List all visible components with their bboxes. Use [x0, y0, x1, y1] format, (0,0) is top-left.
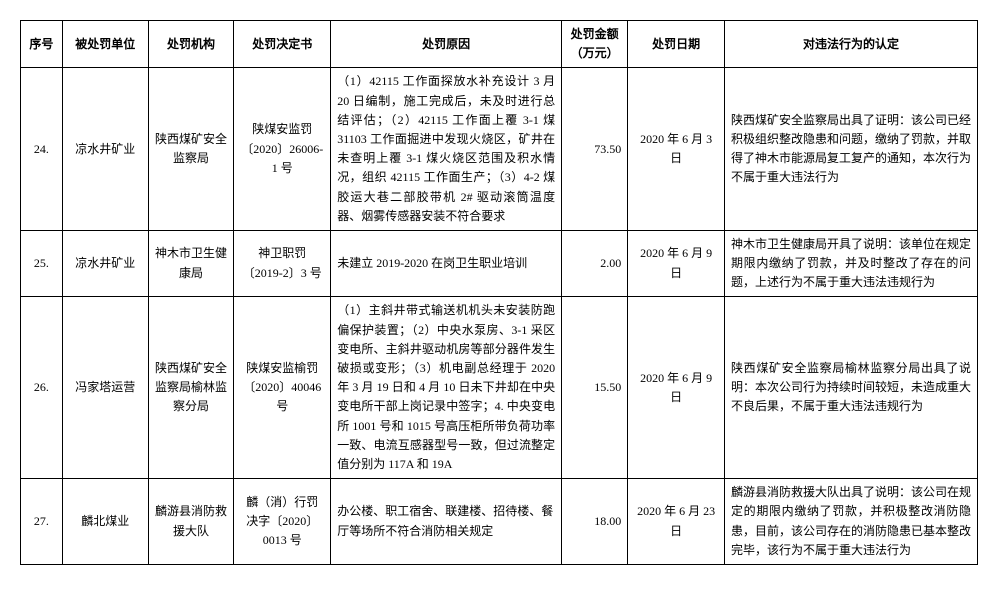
col-doc: 处罚决定书 [234, 21, 331, 68]
col-date: 处罚日期 [628, 21, 725, 68]
cell-org: 陕西煤矿安全监察局榆林监察分局 [148, 297, 234, 479]
cell-doc: 神卫职罚〔2019-2〕3 号 [234, 230, 331, 297]
cell-doc: 陕煤安监榆罚〔2020〕40046 号 [234, 297, 331, 479]
cell-unit: 凉水井矿业 [62, 230, 148, 297]
cell-amount: 2.00 [562, 230, 628, 297]
cell-doc: 陕煤安监罚〔2020〕26006-1 号 [234, 68, 331, 231]
col-reason: 处罚原因 [331, 21, 562, 68]
col-unit: 被处罚单位 [62, 21, 148, 68]
cell-amount: 18.00 [562, 479, 628, 565]
col-seq: 序号 [21, 21, 63, 68]
cell-reason: 未建立 2019-2020 在岗卫生职业培训 [331, 230, 562, 297]
table-body: 24. 凉水井矿业 陕西煤矿安全监察局 陕煤安监罚〔2020〕26006-1 号… [21, 68, 978, 565]
penalty-table: 序号 被处罚单位 处罚机构 处罚决定书 处罚原因 处罚金额（万元） 处罚日期 对… [20, 20, 978, 565]
cell-amount: 73.50 [562, 68, 628, 231]
table-row: 25. 凉水井矿业 神木市卫生健康局 神卫职罚〔2019-2〕3 号 未建立 2… [21, 230, 978, 297]
cell-amount: 15.50 [562, 297, 628, 479]
cell-org: 麟游县消防救援大队 [148, 479, 234, 565]
cell-unit: 凉水井矿业 [62, 68, 148, 231]
cell-unit: 冯家塔运营 [62, 297, 148, 479]
col-determ: 对违法行为的认定 [724, 21, 977, 68]
cell-reason: （1）主斜井带式输送机机头未安装防跑偏保护装置；（2）中央水泵房、3-1 采区变… [331, 297, 562, 479]
cell-reason: （1）42115 工作面探放水补充设计 3 月 20 日编制，施工完成后，未及时… [331, 68, 562, 231]
col-amount: 处罚金额（万元） [562, 21, 628, 68]
cell-date: 2020 年 6 月 3 日 [628, 68, 725, 231]
cell-seq: 27. [21, 479, 63, 565]
table-row: 27. 麟北煤业 麟游县消防救援大队 麟（消）行罚决字〔2020〕0013 号 … [21, 479, 978, 565]
cell-determ: 麟游县消防救援大队出具了说明：该公司在规定的期限内缴纳了罚款，并积极整改消防隐患… [724, 479, 977, 565]
cell-reason: 办公楼、职工宿舍、联建楼、招待楼、餐厅等场所不符合消防相关规定 [331, 479, 562, 565]
cell-determ: 神木市卫生健康局开具了说明：该单位在规定期限内缴纳了罚款，并及时整改了存在的问题… [724, 230, 977, 297]
table-header: 序号 被处罚单位 处罚机构 处罚决定书 处罚原因 处罚金额（万元） 处罚日期 对… [21, 21, 978, 68]
cell-determ: 陕西煤矿安全监察局榆林监察分局出具了说明：本次公司行为持续时间较短，未造成重大不… [724, 297, 977, 479]
cell-seq: 24. [21, 68, 63, 231]
cell-doc: 麟（消）行罚决字〔2020〕0013 号 [234, 479, 331, 565]
cell-org: 陕西煤矿安全监察局 [148, 68, 234, 231]
cell-org: 神木市卫生健康局 [148, 230, 234, 297]
cell-unit: 麟北煤业 [62, 479, 148, 565]
cell-date: 2020 年 6 月 9 日 [628, 230, 725, 297]
table-row: 24. 凉水井矿业 陕西煤矿安全监察局 陕煤安监罚〔2020〕26006-1 号… [21, 68, 978, 231]
cell-determ: 陕西煤矿安全监察局出具了证明：该公司已经积极组织整改隐患和问题，缴纳了罚款，并取… [724, 68, 977, 231]
cell-seq: 25. [21, 230, 63, 297]
cell-seq: 26. [21, 297, 63, 479]
table-row: 26. 冯家塔运营 陕西煤矿安全监察局榆林监察分局 陕煤安监榆罚〔2020〕40… [21, 297, 978, 479]
cell-date: 2020 年 6 月 23 日 [628, 479, 725, 565]
cell-date: 2020 年 6 月 9 日 [628, 297, 725, 479]
col-org: 处罚机构 [148, 21, 234, 68]
